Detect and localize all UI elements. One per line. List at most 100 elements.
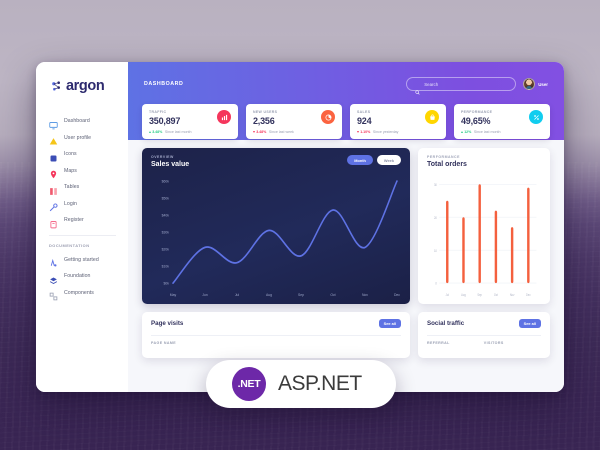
social-traffic-see-all-button[interactable]: See all [518,319,541,329]
sidebar-item-user-profile[interactable]: User profile [36,130,128,147]
stat-card-row: TRAFFIC 350,897 3.48% Since last month [142,104,550,139]
total-orders-bar-chart: 30 20 10 0 Jul Aug Sep Oct Nov Dec [427,173,541,300]
sidebar-item-foundation[interactable]: Foundation [36,268,128,285]
column-header-visitors: VISITORS [483,341,504,346]
sidebar-item-register[interactable]: Register [36,212,128,229]
sidebar-item-icons[interactable]: Icons [36,146,128,163]
svg-text:Jun: Jun [202,292,207,296]
sidebar-divider [49,234,116,236]
svg-text:$20k: $20k [162,247,169,251]
dashboard-content: OVERVIEW Sales value Month Week $60k $50k… [128,140,564,392]
svg-text:Oct: Oct [330,292,335,296]
stat-since: Since last month [473,130,501,134]
svg-text:0: 0 [435,281,437,286]
sidebar-item-label: Components [64,289,94,296]
map-pin-icon [49,166,58,179]
range-week-button[interactable]: Week [376,155,401,165]
svg-text:$10k: $10k [162,264,169,268]
stat-card-performance: PERFORMANCE 49,65% 12% Since last month [454,104,550,139]
sidebar-item-label: Maps [64,167,77,174]
table-icon [49,183,58,195]
brand-logo[interactable]: argon [36,75,128,97]
svg-text:30: 30 [434,182,437,187]
shopping-bag-icon [425,110,439,124]
stat-since: Since yesterday [372,130,399,134]
user-name: User [538,81,548,87]
avatar [523,78,536,90]
svg-text:Sep: Sep [298,292,304,296]
stat-value: 2,356 [253,116,275,126]
svg-text:Nov: Nov [510,292,515,297]
components-icon [49,288,58,301]
svg-text:$50k: $50k [162,196,169,200]
svg-text:$40k: $40k [162,213,169,217]
svg-text:Oct: Oct [494,292,498,297]
stat-label: PERFORMANCE [461,110,493,114]
svg-text:Sep: Sep [477,292,482,297]
page-visits-see-all-button[interactable]: See all [378,319,401,329]
column-header-page-name: PAGE NAME [151,341,177,346]
orders-card-title: Total orders [427,160,467,168]
svg-text:Jul: Jul [235,292,239,296]
svg-text:Jul: Jul [446,292,449,297]
svg-text:Dec: Dec [394,292,400,296]
sidebar-item-components[interactable]: Components [36,285,128,302]
stat-label: SALES [357,110,371,114]
search-placeholder: Search [424,81,439,87]
dotnet-mark: .NET [237,378,261,390]
aspnet-badge: .NET ASP.NET [206,360,396,408]
stat-delta: 3.48% [149,130,162,134]
svg-text:10: 10 [434,248,437,253]
sidebar-item-label: Icons [64,151,77,158]
orders-card-eyebrow: PERFORMANCE [427,155,460,159]
page-title: DASHBOARD [144,81,184,87]
svg-text:20: 20 [434,215,437,220]
clipboard-icon [49,216,58,229]
stat-value: 49,65% [461,116,491,126]
tables-row: Page visits See all PAGE NAME Social tra… [142,312,550,358]
sidebar-item-label: Login [64,200,77,207]
stat-delta: 3.48% [253,130,266,134]
stat-card-traffic: TRAFFIC 350,897 3.48% Since last month [142,104,238,139]
stat-since: Since last week [268,130,294,134]
sidebar-item-label: Getting started [64,256,99,263]
diamond-icon [49,150,58,162]
range-month-button[interactable]: Month [347,155,373,165]
bar-chart-icon [217,110,231,124]
sidebar: argon Dashboard User profile Icons [36,62,128,392]
svg-text:Dec: Dec [526,292,531,297]
svg-text:Nov: Nov [362,292,368,296]
dotnet-logo-icon: .NET [232,367,266,401]
stat-label: TRAFFIC [149,110,167,114]
layers-icon [49,272,58,284]
sidebar-doc-nav: Getting started Foundation Components [36,252,128,302]
sidebar-item-label: Register [64,217,84,224]
svg-text:May: May [170,292,177,296]
stat-delta: 1.10% [357,130,370,134]
topbar: DASHBOARD Search User [144,75,548,95]
pie-chart-icon [321,110,335,124]
sidebar-item-label: User profile [64,134,92,141]
sales-card-title: Sales value [151,160,190,168]
svg-text:$0k: $0k [164,281,170,285]
sidebar-item-login[interactable]: Login [36,196,128,213]
sidebar-item-dashboard[interactable]: Dashboard [36,113,128,130]
sidebar-item-maps[interactable]: Maps [36,163,128,180]
svg-text:Aug: Aug [266,292,272,296]
sidebar-nav: Dashboard User profile Icons Maps [36,113,128,229]
sidebar-item-getting-started[interactable]: Getting started [36,252,128,269]
sidebar-item-tables[interactable]: Tables [36,179,128,196]
user-menu[interactable]: User [523,78,548,90]
stat-card-sales: SALES 924 1.10% Since yesterday [350,104,446,139]
key-icon [49,199,58,212]
stat-delta: 12% [461,130,471,134]
search-input[interactable]: Search [406,77,517,95]
stat-value: 924 [357,116,372,126]
stat-value: 350,897 [149,116,181,126]
stat-label: NEW USERS [253,110,278,114]
svg-text:$30k: $30k [162,230,169,234]
topbar-right: Search User [406,77,548,95]
sales-line-chart: $60k $50k $40k $30k $20k $10k $0k May Jun Jul Aug S… [151,173,401,300]
search-icon [415,82,420,95]
total-orders-card: PERFORMANCE Total orders 30 20 10 0 Jul Aug Se… [418,148,550,304]
